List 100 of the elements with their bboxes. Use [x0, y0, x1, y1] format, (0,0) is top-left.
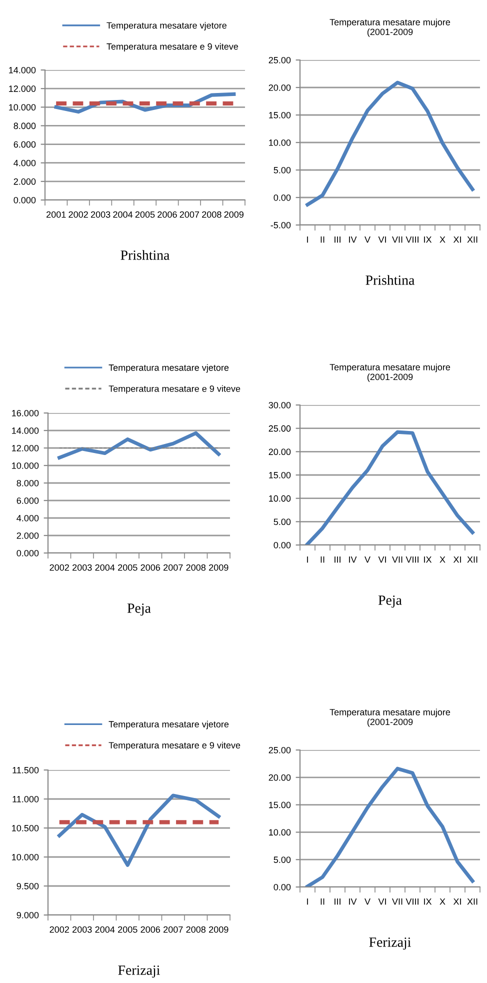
x-tick-label: 2004 — [95, 926, 115, 933]
x-tick-label: VII — [392, 556, 402, 563]
y-tick-label: 25.00 — [268, 56, 291, 64]
x-tick-label: XII — [467, 236, 478, 243]
chart-title: Temperatura mesatare mujore (2001-2009 — [330, 18, 450, 37]
chart-title: Temperatura mesatare mujore (2001-2009 — [330, 708, 450, 727]
x-tick-label: X — [440, 236, 446, 243]
x-tick-label: V — [364, 236, 370, 243]
y-tick-label: 15.00 — [269, 112, 291, 118]
chart-title: Temperatura mesatare mujore (2001-2009 — [330, 364, 450, 382]
x-tick-label: IV — [349, 556, 357, 563]
x-tick-label: IV — [349, 236, 357, 243]
x-axis-title: Ferizaji — [369, 938, 411, 950]
y-tick-label: 25.00 — [268, 746, 291, 754]
x-tick-label: 2005 — [135, 211, 155, 218]
y-tick-label: 0.00 — [274, 194, 291, 201]
y-tick-label: 11.500 — [12, 766, 39, 774]
x-tick-label: 2009 — [209, 926, 228, 933]
y-tick-label: 9.000 — [16, 912, 39, 918]
x-tick-label: XII — [467, 898, 478, 905]
x-tick-label: 2003 — [90, 211, 110, 218]
x-tick-label: VI — [378, 556, 386, 563]
x-tick-label: XI — [453, 556, 461, 563]
y-tick-label: 2.000 — [16, 532, 39, 539]
y-tick-label: 20.00 — [268, 448, 291, 456]
y-tick-label: 5.00 — [274, 166, 291, 174]
x-tick-label: II — [320, 898, 324, 905]
x-tick-label: 2008 — [202, 211, 222, 218]
x-tick-label: I — [307, 556, 308, 563]
line-series — [306, 430, 474, 545]
x-tick-label: III — [334, 556, 340, 563]
line-series — [58, 794, 220, 867]
x-tick-label: 2004 — [95, 564, 115, 571]
x-tick-label: 2005 — [118, 926, 138, 933]
x-axis-title: Peja — [127, 604, 151, 616]
x-tick-label: 2006 — [158, 211, 177, 218]
x-tick-label: 2003 — [72, 564, 92, 571]
line-series — [306, 766, 474, 887]
x-tick-label: 2004 — [113, 211, 133, 218]
x-tick-label: XII — [467, 556, 478, 563]
y-tick-label: 25.00 — [268, 425, 291, 432]
y-tick-label: 10.000 — [9, 104, 36, 111]
x-tick-label: 2006 — [140, 926, 160, 933]
x-tick-label: III — [334, 236, 340, 243]
legend-label: Temperatura mesatare e 9 viteve — [108, 742, 240, 750]
y-tick-label: 0.00 — [274, 542, 291, 548]
x-tick-label: VII — [392, 898, 402, 905]
y-tick-label: 0.000 — [14, 196, 36, 204]
y-tick-label: 14.000 — [9, 66, 36, 74]
x-tick-label: VII — [392, 236, 402, 243]
y-tick-label: 10.500 — [12, 824, 39, 832]
y-tick-label: 5.00 — [274, 518, 291, 526]
x-tick-label: 2008 — [186, 564, 206, 571]
x-axis-title: Prishtina — [120, 250, 170, 260]
x-axis-title: Peja — [378, 596, 402, 608]
x-tick-label: X — [440, 898, 446, 905]
y-tick-label: 0.00 — [274, 884, 291, 890]
x-tick-label: 2002 — [50, 926, 69, 933]
x-tick-label: 2006 — [140, 564, 160, 571]
x-tick-label: IX — [424, 898, 432, 905]
y-tick-label: 10.000 — [12, 462, 39, 469]
x-tick-label: 2005 — [118, 564, 138, 571]
y-tick-label: 11.000 — [12, 796, 39, 802]
legend-label: Temperatura mesatare vjetore — [106, 22, 226, 30]
y-tick-label: 10.00 — [269, 829, 291, 836]
y-tick-label: 20.00 — [268, 84, 291, 91]
x-tick-label: VIII — [406, 556, 418, 563]
y-tick-label: 5.00 — [274, 856, 291, 863]
x-tick-label: VIII — [406, 898, 418, 905]
line-series — [58, 431, 220, 460]
x-tick-label: XI — [453, 898, 461, 905]
x-tick-label: 2007 — [180, 211, 200, 218]
y-tick-label: 15.00 — [269, 472, 291, 478]
x-tick-label: VI — [378, 898, 386, 905]
y-tick-label: 4.000 — [16, 514, 39, 522]
x-tick-label: II — [320, 556, 324, 563]
y-tick-label: 4.000 — [14, 160, 36, 166]
x-tick-label: XI — [453, 236, 461, 243]
y-tick-label: 8.000 — [16, 480, 39, 486]
x-tick-label: IX — [424, 556, 432, 563]
x-tick-label: V — [364, 898, 370, 905]
x-tick-label: IV — [349, 898, 357, 905]
x-tick-label: VIII — [406, 236, 418, 243]
x-axis-title: Ferizaji — [118, 966, 160, 978]
legend-label: Temperatura mesatare e 9 viteve — [106, 43, 238, 52]
x-tick-label: 2007 — [164, 564, 183, 571]
y-tick-label: 30.00 — [268, 402, 291, 408]
y-tick-label: 12.000 — [12, 444, 39, 452]
y-tick-label: 6.000 — [14, 141, 36, 148]
x-tick-label: X — [440, 556, 446, 563]
y-tick-label: 10.000 — [12, 854, 39, 860]
x-tick-label: 2008 — [186, 926, 206, 933]
x-axis-title: Prishtina — [366, 275, 414, 285]
x-tick-label: 2002 — [50, 564, 69, 571]
x-tick-label: IX — [424, 236, 432, 243]
x-tick-label: V — [364, 556, 370, 563]
x-tick-label: I — [307, 898, 308, 905]
y-tick-label: 14.000 — [12, 427, 39, 434]
x-tick-label: I — [307, 236, 308, 243]
legend-label: Temperatura mesatare vjetore — [108, 720, 229, 730]
